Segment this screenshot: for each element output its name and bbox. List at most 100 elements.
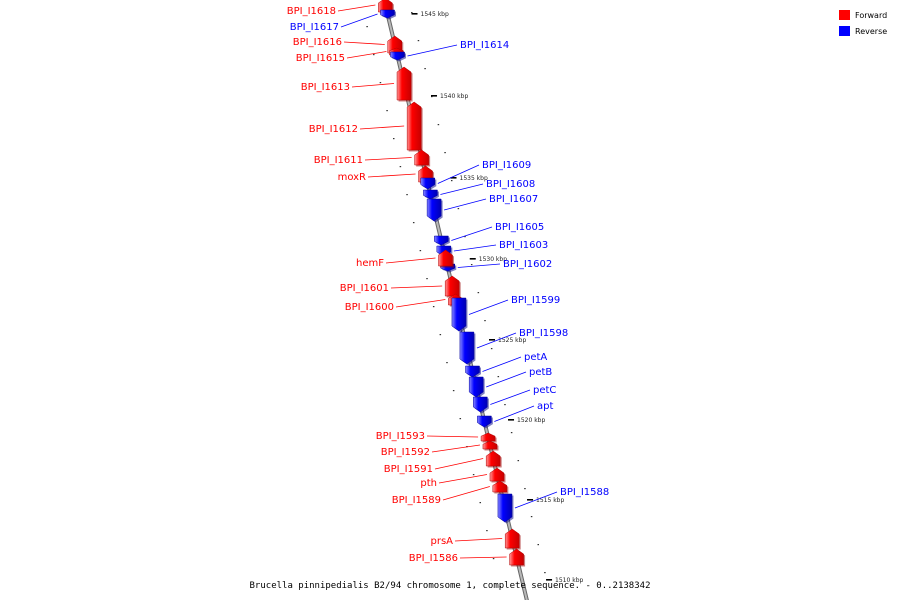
gene-label[interactable]: BPI_I1602 [503,259,552,270]
gene-arrow[interactable] [438,249,453,267]
gene-label[interactable]: petB [529,367,552,378]
gene-arrow[interactable] [426,198,442,222]
major-tick [411,13,418,15]
gene-leader-line [454,538,503,542]
gene-arrow[interactable] [420,177,436,190]
gene-arrow[interactable] [480,432,496,442]
gene-arrow[interactable] [390,51,405,61]
tick-label: 1525 kbp [498,337,526,344]
gene-label[interactable]: BPI_I1601 [340,283,389,294]
minor-tick [412,222,415,224]
gene-arrow[interactable] [434,235,449,246]
gene-label[interactable]: BPI_I1589 [392,495,441,506]
gene-arrow[interactable] [465,365,480,378]
legend: Forward Reverse [839,10,887,36]
minor-tick [452,390,455,392]
gene-label[interactable]: BPI_I1612 [309,124,358,135]
gene-label[interactable]: apt [537,401,553,412]
gene-arrow[interactable] [482,440,498,450]
gene-arrow[interactable] [423,189,438,200]
gene-label[interactable]: BPI_I1599 [511,295,560,306]
gene-label[interactable]: moxR [338,172,366,183]
minor-tick [497,376,500,378]
gene-label[interactable]: BPI_I1603 [499,240,548,251]
gene-label[interactable]: BPI_I1614 [460,40,509,51]
gene-label[interactable]: BPI_I1618 [287,6,336,17]
minor-tick [524,488,526,490]
gene-label[interactable]: BPI_I1608 [486,179,535,190]
tick-label: 1510 kbp [555,577,583,584]
minor-tick [373,54,375,56]
major-tick [489,339,496,341]
gene-label[interactable]: prsA [430,536,453,547]
gene-label[interactable]: BPI_I1609 [482,160,531,171]
gene-leader-line [359,125,405,130]
gene-leader-line [514,491,558,509]
minor-tick [517,460,520,462]
gene-features [378,0,526,567]
gene-arrow[interactable] [406,101,422,151]
minor-tick [479,502,482,504]
minor-tick [386,110,388,112]
gene-leader-line [476,332,517,349]
gene-label[interactable]: BPI_I1586 [409,553,458,564]
minor-tick [510,432,513,434]
gene-arrow[interactable] [396,66,412,101]
minor-tick [504,404,506,406]
gene-label[interactable]: BPI_I1613 [301,82,350,93]
gene-label[interactable]: BPI_I1600 [345,302,394,313]
gene-leader-line [340,13,378,28]
gene-arrow[interactable] [489,467,505,482]
gene-label[interactable]: BPI_I1598 [519,328,568,339]
gene-label[interactable]: petA [524,352,547,363]
gene-label[interactable]: BPI_I1592 [381,447,430,458]
minor-tick [411,12,413,14]
gene-arrow[interactable] [451,297,467,332]
gene-arrow[interactable] [414,149,429,166]
gene-label[interactable]: hemF [356,258,384,269]
minor-tick [399,166,402,168]
legend-forward-swatch [839,10,850,20]
gene-leader-line [390,285,443,289]
gene-leader-line [364,157,412,161]
tick-label: 1530 kbp [479,256,507,263]
minor-tick [424,68,426,70]
gene-arrow[interactable] [504,528,520,549]
gene-arrow[interactable] [497,493,513,523]
minor-tick [470,264,473,266]
major-ticks: 1545 kbp 1540 kbp 1535 kbp 1530 kbp 1525 kbp… [411,11,584,584]
gene-leader-line [482,356,522,372]
gene-arrow[interactable] [477,415,492,428]
gene-label[interactable]: BPI_I1605 [495,222,544,233]
gene-label[interactable]: BPI_I1591 [384,464,433,475]
gene-label[interactable]: pth [420,478,437,489]
gene-arrow[interactable] [378,0,393,13]
gene-arrow[interactable] [468,376,484,398]
gene-label[interactable]: BPI_I1593 [376,431,425,442]
gene-leader-line [453,244,497,252]
gene-arrow[interactable] [380,9,395,19]
gene-label[interactable]: petC [533,385,556,396]
gene-label[interactable]: BPI_I1607 [489,194,538,205]
gene-label[interactable]: BPI_I1588 [560,487,609,498]
gene-label[interactable]: BPI_I1611 [314,155,363,166]
gene-leader-line [459,556,507,559]
minor-tick [544,572,546,574]
gene-label[interactable]: BPI_I1617 [290,22,339,33]
gene-leader-line [367,173,416,178]
minor-tick [432,306,435,308]
minor-tick [530,516,533,518]
tick-label: 1535 kbp [460,175,488,182]
gene-arrow[interactable] [473,396,488,413]
major-tick [469,258,476,260]
gene-arrow[interactable] [459,331,475,365]
gene-arrow[interactable] [509,548,524,566]
gene-arrow[interactable] [492,480,508,493]
gene-label[interactable]: BPI_I1615 [296,53,345,64]
tick-label: 1520 kbp [517,417,545,424]
gene-label[interactable]: BPI_I1616 [293,37,342,48]
gene-leader-line [494,405,535,422]
gene-leader-line [434,458,484,470]
gene-arrow[interactable] [485,450,501,467]
gene-arrow[interactable] [444,275,460,297]
